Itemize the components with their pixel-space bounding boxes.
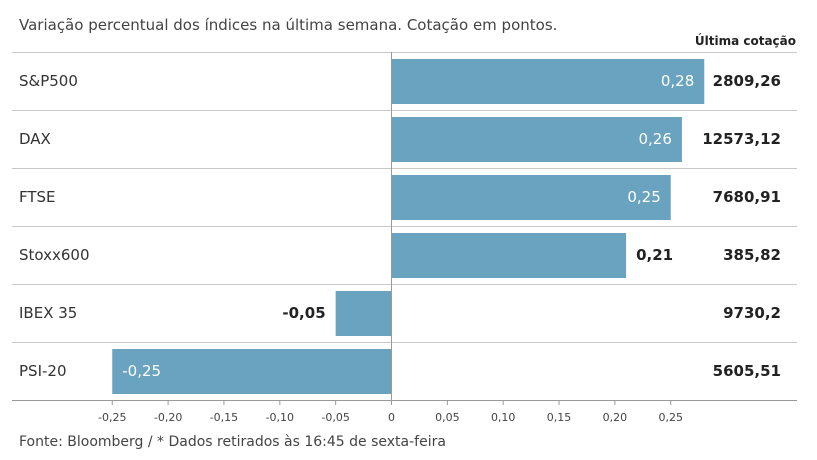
chart-subtitle: Variação percentual dos índices na últim…	[19, 16, 558, 34]
data-label: -0,05	[282, 304, 325, 322]
last-quote-value: 2809,26	[713, 72, 781, 90]
bar	[391, 233, 627, 278]
x-tick-label: 0,10	[491, 411, 516, 424]
x-tick-label: 0,15	[547, 411, 572, 424]
data-label: -0,25	[122, 362, 161, 380]
x-axis: -0,25 -0,20 -0,15 -0,10 -0,05 0 0,05 0,10 0,15 0,…	[12, 52, 797, 424]
bar	[391, 117, 682, 162]
x-tick-label: -0,05	[321, 411, 349, 424]
category-label: Stoxx600	[19, 246, 90, 264]
labels: S&P500 0,28 2809,26 DAX 0,26 12573,12 FTSE 0,25…	[19, 72, 781, 380]
x-tick-label: -0,15	[210, 411, 238, 424]
category-label: IBEX 35	[19, 304, 77, 322]
x-tick-label: -0,25	[98, 411, 126, 424]
last-quote-value: 7680,91	[713, 188, 781, 206]
category-label: DAX	[19, 130, 51, 148]
bar	[391, 175, 671, 220]
row-separators	[12, 52, 797, 343]
x-tick-label: -0,10	[266, 411, 294, 424]
category-label: FTSE	[19, 188, 56, 206]
last-quote-value: 9730,2	[723, 304, 781, 322]
x-tick-label: 0,05	[435, 411, 460, 424]
bar	[335, 291, 392, 336]
last-quote-value: 12573,12	[702, 130, 781, 148]
x-tick-label: -0,20	[154, 411, 182, 424]
bar	[112, 349, 392, 394]
x-tick-label: 0,20	[603, 411, 628, 424]
last-quote-value: 385,82	[723, 246, 781, 264]
bar	[391, 59, 705, 104]
x-tick-label: 0,25	[659, 411, 684, 424]
last-quote-value: 5605,51	[713, 362, 781, 380]
data-label: 0,26	[639, 130, 672, 148]
source-note: Fonte: Bloomberg / * Dados retirados às …	[19, 434, 446, 450]
data-label: 0,21	[636, 246, 673, 264]
data-label: 0,25	[627, 188, 660, 206]
last-quote-column-header: Última cotação	[694, 34, 796, 48]
x-tick-label: 0	[388, 411, 395, 424]
category-label: S&P500	[19, 72, 78, 90]
bars	[112, 59, 705, 394]
category-label: PSI-20	[19, 362, 67, 380]
data-label: 0,28	[661, 72, 694, 90]
